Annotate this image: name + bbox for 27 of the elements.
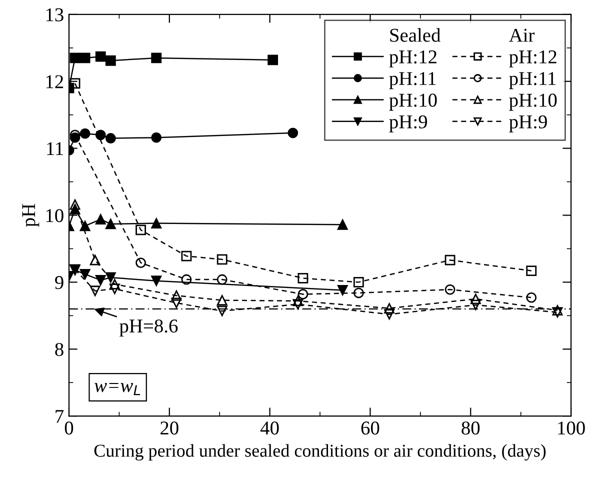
annotation: pH=8.6 [120,319,178,337]
legend-label: pH:9 [389,115,428,132]
annotation: w=w$_{L}$ [94,383,140,396]
y-tick-label: 8 [55,342,64,356]
legend-label: pH:11 [389,72,436,90]
annotation: Air [509,28,535,42]
annotation: Sealed [390,28,441,42]
x-tick-label: 100 [558,421,585,435]
legend-label: pH:9 [509,115,547,132]
legend-label: pH:11 [509,72,556,90]
y-tick-label: 13 [46,8,64,22]
x-tick-label: 40 [260,421,279,435]
y-axis-title: pH [22,204,40,227]
y-tick-label: 7 [56,410,64,423]
legend-label: pH:12 [509,50,556,68]
x-tick-label: 60 [361,421,380,435]
legend-label: pH:12 [389,50,436,68]
x-tick-label: 20 [160,421,178,435]
y-tick-label: 9 [55,276,64,290]
y-tick-label: 11 [47,142,63,156]
legend-label: pH:10 [389,94,437,111]
legend-label: pH:10 [509,94,557,111]
x-tick-label: 0 [64,421,74,435]
y-tick-label: 12 [46,75,64,88]
x-tick-label: 80 [462,421,480,435]
x-axis-title: Curing period under sealed conditions or air conditions, (days) [94,444,546,461]
y-tick-label: 10 [46,209,64,222]
